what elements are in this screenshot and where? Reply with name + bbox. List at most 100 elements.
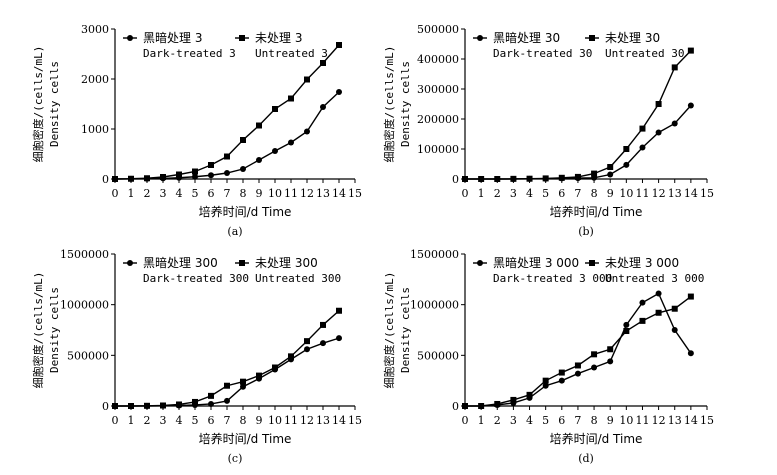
data-point-circle: [591, 364, 598, 371]
x-tick-label: 13: [316, 414, 330, 427]
data-point-square: [256, 122, 262, 129]
series-untreated: 未处理 300 Untreated 300: [112, 256, 342, 409]
legend-label-en: Dark-treated 3 000: [493, 272, 612, 285]
x-tick-label: 8: [591, 187, 598, 200]
data-point-square: [623, 328, 630, 335]
x-tick-label: 7: [224, 187, 231, 200]
data-point-square: [462, 176, 468, 182]
y-axis-title-en: Density cells: [399, 287, 412, 373]
x-tick-label: 14: [684, 187, 698, 200]
data-point-circle: [655, 290, 662, 297]
panel-label: (c): [228, 452, 243, 465]
data-point-square: [687, 293, 694, 300]
panel-label: (a): [227, 225, 242, 238]
data-point-square: [671, 64, 678, 71]
data-point-square: [304, 338, 310, 345]
data-point-square: [591, 351, 598, 358]
legend-label-en: Untreated 300: [255, 272, 341, 285]
data-point-square: [542, 175, 549, 182]
x-tick-label: 1: [128, 414, 135, 427]
data-point-square: [655, 309, 662, 316]
data-point-square: [336, 307, 342, 314]
data-point-square: [288, 353, 294, 360]
data-point-circle: [639, 144, 646, 151]
x-tick-label: 1: [478, 414, 485, 427]
data-point-circle: [288, 139, 294, 146]
data-point-square: [320, 60, 326, 66]
data-point-square: [591, 170, 598, 177]
data-point-square: [160, 402, 166, 409]
data-point-square: [128, 175, 134, 182]
data-point-square: [112, 403, 118, 409]
x-tick-label: 8: [240, 414, 247, 427]
x-tick-label: 0: [112, 187, 119, 200]
x-tick-label: 5: [542, 187, 549, 200]
data-point-square: [176, 401, 182, 408]
legend-label: 未处理 3: [255, 31, 302, 45]
x-tick-label: 6: [208, 414, 215, 427]
legend-label-en: Untreated 3: [255, 47, 328, 60]
data-point-circle: [687, 102, 694, 109]
x-tick-label: 4: [176, 187, 183, 200]
data-point-square: [128, 403, 134, 409]
legend-label: 黑暗处理 300: [143, 255, 218, 270]
data-point-square: [542, 377, 549, 384]
y-tick-label: 500000: [417, 349, 459, 362]
x-tick-label: 8: [591, 414, 598, 427]
legend-marker-circle: [127, 260, 133, 266]
data-point-square: [320, 321, 326, 328]
data-point-square: [607, 164, 614, 170]
data-point-circle: [542, 382, 549, 389]
y-axis-title: 细胞密度/(cells/mL): [382, 46, 396, 163]
data-point-square: [558, 369, 565, 376]
x-axis-title: 培养时间/d Time: [199, 204, 292, 219]
data-point-square: [144, 175, 150, 182]
x-tick-label: 12: [300, 187, 314, 200]
x-tick-label: 2: [144, 414, 151, 427]
x-tick-label: 15: [348, 187, 362, 200]
data-point-square: [510, 396, 517, 403]
y-tick-label: 0: [452, 173, 459, 186]
data-point-square: [607, 346, 614, 353]
y-tick-label: 400000: [417, 53, 459, 66]
data-point-circle: [304, 346, 310, 353]
series-untreated: 未处理 30 Untreated 30: [462, 31, 694, 182]
x-tick-label: 13: [668, 414, 682, 427]
x-tick-label: 13: [316, 187, 330, 200]
data-point-circle: [671, 120, 678, 127]
legend-label: 黑暗处理 3: [143, 30, 202, 45]
data-point-square: [224, 153, 230, 160]
x-tick-label: 5: [192, 187, 199, 200]
x-tick-label: 5: [542, 414, 549, 427]
data-point-circle: [687, 350, 694, 357]
legend-marker-circle: [127, 35, 133, 41]
y-axis-title: 细胞密度/(cells/mL): [382, 272, 396, 389]
data-point-square: [176, 171, 182, 178]
series-dark-treated: 黑暗处理 3 Dark-treated 3: [112, 30, 342, 182]
x-tick-label: 0: [112, 414, 119, 427]
legend-label-en: Untreated 30: [605, 47, 684, 60]
y-tick-label: 0: [102, 173, 109, 186]
x-tick-label: 6: [208, 187, 215, 200]
x-tick-label: 4: [526, 187, 533, 200]
x-tick-label: 12: [652, 187, 666, 200]
x-tick-label: 9: [607, 414, 614, 427]
legend-label: 未处理 300: [255, 256, 318, 270]
data-point-square: [192, 168, 198, 175]
x-tick-label: 2: [494, 414, 501, 427]
legend-marker-square: [589, 35, 595, 41]
data-point-circle: [224, 170, 230, 176]
legend-label-en: Dark-treated 3: [143, 47, 236, 60]
data-point-square: [478, 176, 485, 182]
x-tick-label: 9: [607, 187, 614, 200]
data-point-circle: [607, 171, 614, 178]
data-point-circle: [256, 157, 262, 163]
y-tick-label: 200000: [417, 113, 459, 126]
legend-label-en: Dark-treated 300: [143, 272, 249, 285]
series-untreated: 未处理 3 Untreated 3: [112, 31, 342, 182]
data-point-circle: [224, 397, 230, 404]
x-tick-label: 7: [574, 414, 581, 427]
